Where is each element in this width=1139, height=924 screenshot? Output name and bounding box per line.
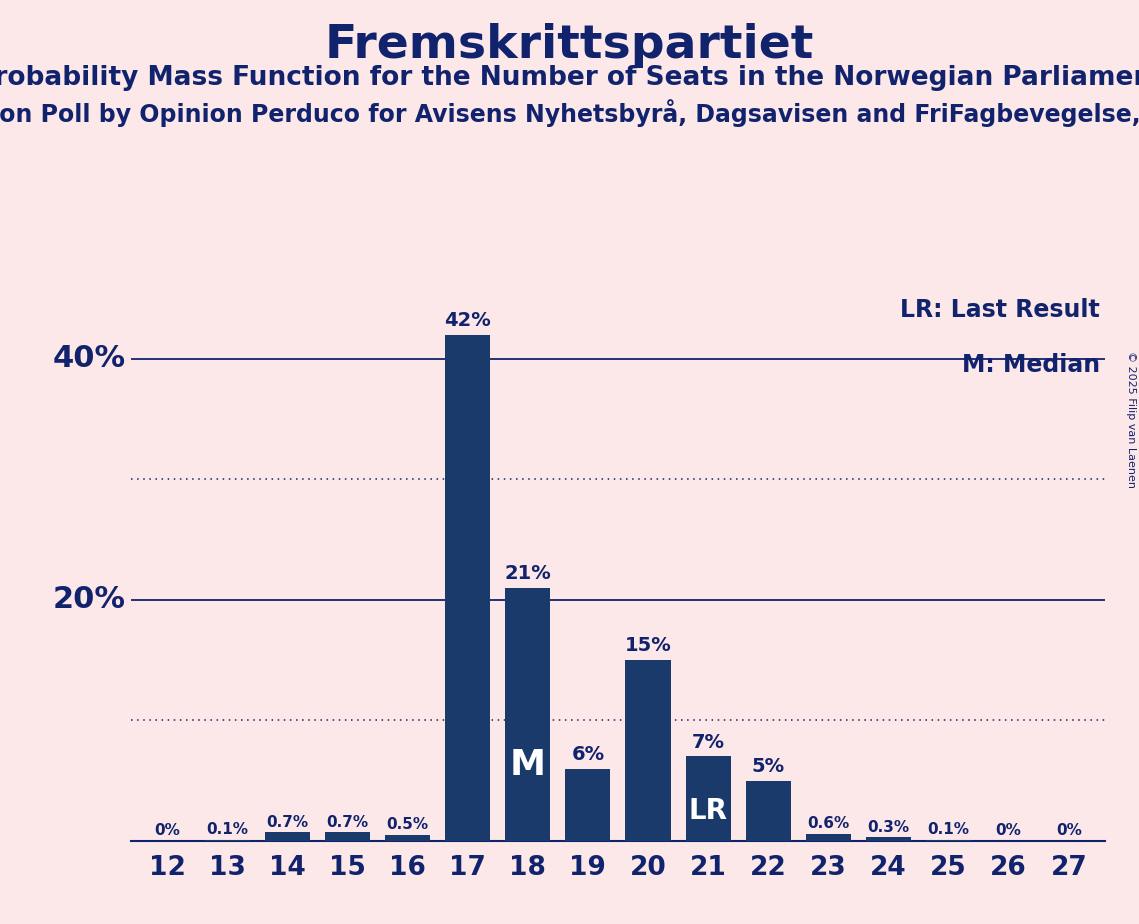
Text: 0.7%: 0.7%: [327, 815, 368, 830]
Text: 0%: 0%: [1056, 823, 1082, 838]
Bar: [805, 833, 851, 841]
Text: M: M: [510, 748, 546, 782]
Text: Probability Mass Function for the Number of Seats in the Norwegian Parliament: Probability Mass Function for the Number…: [0, 65, 1139, 91]
Text: M: Median: M: Median: [961, 353, 1100, 377]
Text: 21%: 21%: [505, 564, 551, 583]
Text: 20%: 20%: [52, 585, 125, 614]
Text: LR: LR: [689, 797, 728, 825]
Bar: [385, 834, 431, 841]
Bar: [625, 660, 671, 841]
Bar: [746, 781, 790, 841]
Bar: [205, 840, 249, 841]
Text: 15%: 15%: [624, 637, 671, 655]
Text: 40%: 40%: [52, 345, 125, 373]
Bar: [686, 757, 730, 841]
Text: 0.1%: 0.1%: [927, 822, 969, 837]
Text: 0.1%: 0.1%: [206, 822, 248, 837]
Text: Opinion Poll by Opinion Perduco for Avisens Nyhetsbyrå, Dagsavisen and FriFagbev: Opinion Poll by Opinion Perduco for Avis…: [0, 99, 1139, 127]
Text: 7%: 7%: [691, 733, 724, 751]
Text: 0.6%: 0.6%: [808, 816, 850, 832]
Bar: [264, 833, 310, 841]
Text: 0%: 0%: [995, 823, 1022, 838]
Bar: [445, 334, 490, 841]
Text: 5%: 5%: [752, 757, 785, 776]
Text: 0.3%: 0.3%: [868, 820, 909, 834]
Bar: [926, 840, 972, 841]
Text: 42%: 42%: [444, 310, 491, 330]
Text: 0.5%: 0.5%: [386, 818, 428, 833]
Text: LR: Last Result: LR: Last Result: [900, 298, 1100, 322]
Text: © 2025 Filip van Laenen: © 2025 Filip van Laenen: [1126, 351, 1136, 488]
Text: 0%: 0%: [154, 823, 180, 838]
Text: 6%: 6%: [572, 745, 605, 764]
Text: 0.7%: 0.7%: [267, 815, 309, 830]
Bar: [866, 837, 911, 841]
Bar: [565, 769, 611, 841]
Bar: [325, 833, 370, 841]
Text: Fremskrittspartiet: Fremskrittspartiet: [325, 23, 814, 68]
Bar: [506, 588, 550, 841]
